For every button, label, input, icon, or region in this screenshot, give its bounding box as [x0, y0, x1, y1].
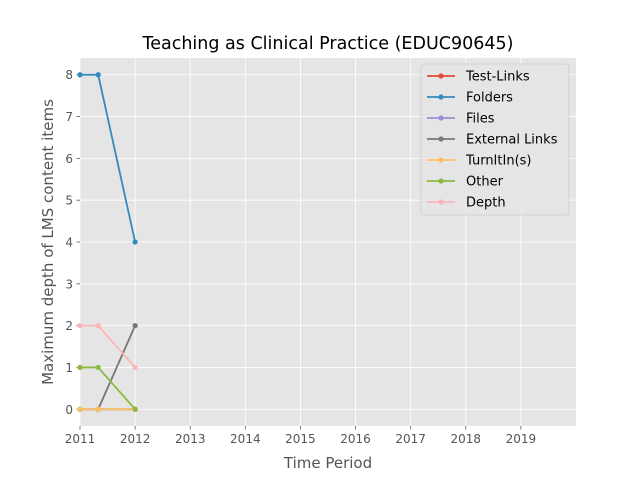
data-point: [95, 72, 101, 78]
legend: Test-Links Folders Files External Links Turn…: [420, 63, 570, 216]
y-tick-label: 1: [65, 361, 73, 375]
y-tick-label: 6: [65, 152, 73, 166]
legend-marker: [438, 73, 444, 79]
legend-label: Depth: [466, 196, 506, 211]
y-tick-label: 2: [65, 319, 73, 333]
legend-marker: [438, 199, 444, 205]
data-point: [132, 406, 138, 412]
data-point: [132, 239, 138, 245]
legend-marker: [438, 115, 444, 121]
data-point: [132, 364, 138, 371]
series-folders: [77, 72, 138, 245]
y-tick-label: 4: [65, 236, 73, 250]
series-other: [77, 364, 138, 412]
y-axis-ticks: 0 1 2 3 4 5 6 7 8: [65, 68, 80, 417]
legend-marker: [438, 157, 444, 163]
x-axis-label: Time Period: [283, 454, 372, 472]
legend-label: Other: [466, 175, 504, 190]
legend-label: TurnItIn(s): [465, 154, 531, 169]
legend-marker: [438, 136, 444, 142]
data-point: [95, 364, 101, 371]
y-tick-label: 3: [65, 277, 73, 291]
legend-label: Folders: [466, 91, 513, 106]
legend-label: Test-Links: [465, 70, 530, 85]
x-tick-label: 2013: [175, 432, 206, 446]
legend-marker: [438, 94, 444, 100]
x-tick-label: 2011: [65, 432, 96, 446]
data-point: [77, 364, 83, 371]
x-tick-label: 2014: [230, 432, 261, 446]
x-tick-label: 2017: [395, 432, 426, 446]
series-line: [97, 325, 136, 410]
legend-marker: [438, 178, 444, 184]
series-depth: [77, 323, 138, 371]
legend-label: Files: [466, 112, 495, 127]
series-group: [77, 72, 138, 412]
data-point: [77, 72, 83, 78]
legend-label: External Links: [466, 133, 558, 148]
y-tick-label: 7: [65, 110, 73, 124]
x-tick-label: 2019: [506, 432, 537, 446]
x-tick-label: 2012: [120, 432, 151, 446]
x-tick-label: 2016: [340, 432, 371, 446]
data-point: [95, 323, 101, 329]
y-tick-label: 5: [65, 194, 73, 208]
data-point: [77, 323, 83, 329]
x-tick-label: 2018: [451, 432, 482, 446]
data-point: [77, 406, 83, 412]
x-tick-label: 2015: [285, 432, 316, 446]
data-point: [132, 323, 138, 329]
data-point: [95, 406, 101, 412]
chart-title: Teaching as Clinical Practice (EDUC90645…: [142, 34, 514, 54]
y-tick-label: 0: [65, 403, 73, 417]
legend-box: [420, 63, 570, 216]
y-tick-label: 8: [65, 68, 73, 82]
y-axis-label: Maximum depth of LMS content items: [39, 99, 57, 385]
x-axis-ticks: 2011 2012 2013 2014 2015 2016 2017 2018 2019: [65, 426, 536, 446]
